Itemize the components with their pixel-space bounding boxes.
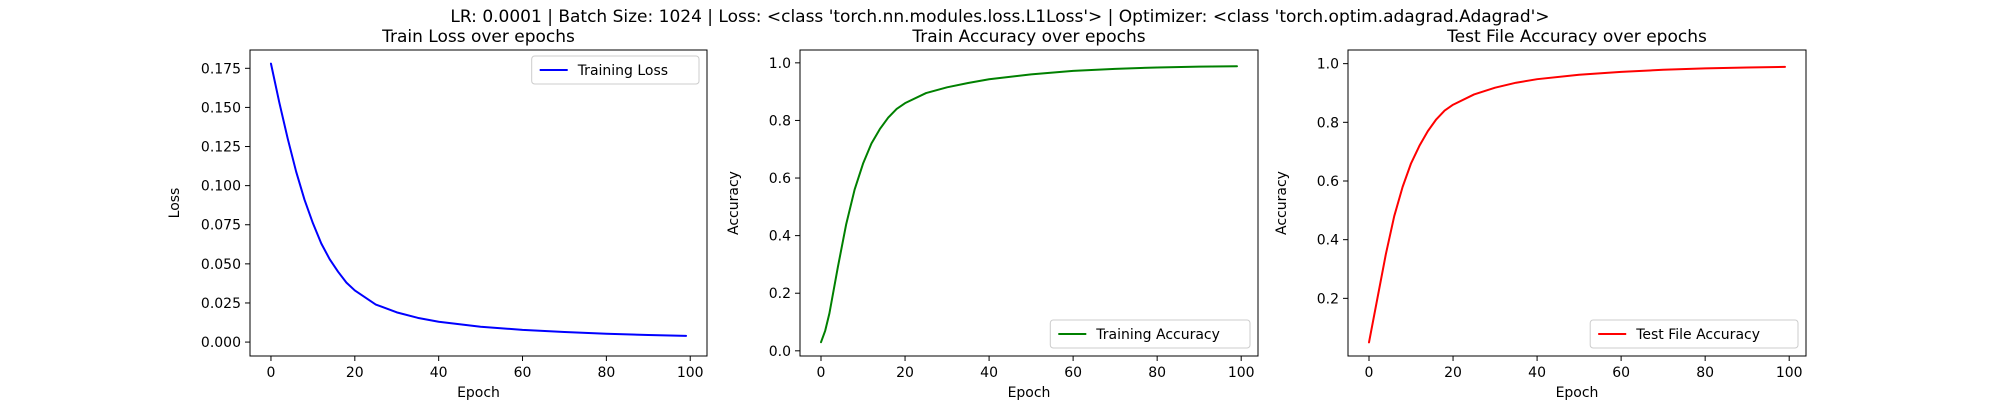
legend-label: Training Loss bbox=[577, 63, 668, 79]
y-tick-label: 0.2 bbox=[769, 286, 791, 302]
axes-frame bbox=[1347, 49, 1807, 357]
y-tick-label: 0.8 bbox=[1317, 115, 1339, 131]
x-tick-label: 80 bbox=[1696, 365, 1714, 381]
legend: Training Accuracy bbox=[1049, 319, 1251, 349]
y-axis-label: Loss bbox=[167, 188, 183, 219]
y-tick-label: 1.0 bbox=[1317, 57, 1339, 73]
x-tick-label: 80 bbox=[597, 365, 615, 381]
subplot-title: Train Accuracy over epochs bbox=[911, 27, 1145, 47]
x-axis-label: Epoch bbox=[457, 385, 500, 400]
subplot-3: Test File Accuracy over epochs 0 20 40 60 80 1… bbox=[1274, 27, 1807, 400]
series-line-training-accuracy bbox=[820, 65, 1238, 344]
y-tick-label: 0.2 bbox=[1317, 291, 1339, 307]
legend-label: Training Accuracy bbox=[1095, 327, 1220, 343]
y-tick-label: 0.4 bbox=[1317, 233, 1339, 249]
axes-frame bbox=[799, 49, 1259, 357]
x-tick-label: 40 bbox=[430, 365, 448, 381]
x-axis-label: Epoch bbox=[1008, 385, 1051, 400]
y-tick-label: 0.6 bbox=[769, 171, 791, 187]
axes-frame bbox=[249, 49, 708, 357]
y-axis-label: Accuracy bbox=[726, 171, 742, 235]
subplot-title: Train Loss over epochs bbox=[381, 27, 575, 47]
x-tick-label: 40 bbox=[980, 365, 998, 381]
series-line-training-loss bbox=[269, 62, 688, 337]
y-axis-label: Accuracy bbox=[1274, 171, 1290, 235]
x-tick-label: 20 bbox=[346, 365, 364, 381]
x-tick-label: 100 bbox=[1228, 365, 1255, 381]
y-tick-label: 0.175 bbox=[201, 61, 241, 77]
subplot-1: Train Loss over epochs 0 20 40 60 80 100 0.000 0… bbox=[167, 27, 708, 400]
series-line-test-file-accuracy bbox=[1368, 65, 1786, 344]
x-tick-label: 20 bbox=[896, 365, 914, 381]
y-tick-label: 0.000 bbox=[201, 335, 241, 351]
y-tick-label: 0.0 bbox=[769, 344, 791, 360]
x-tick-label: 60 bbox=[514, 365, 532, 381]
y-tick-label: 0.6 bbox=[1317, 174, 1339, 190]
legend: Test File Accuracy bbox=[1589, 319, 1799, 349]
legend-box bbox=[531, 55, 700, 85]
y-tick-label: 0.100 bbox=[201, 179, 241, 195]
legend-label: Test File Accuracy bbox=[1635, 327, 1760, 343]
x-tick-label: 20 bbox=[1444, 365, 1462, 381]
legend-box bbox=[1589, 319, 1799, 349]
x-tick-label: 40 bbox=[1528, 365, 1546, 381]
y-tick-label: 0.8 bbox=[769, 113, 791, 129]
x-tick-label: 0 bbox=[817, 365, 826, 381]
x-tick-label: 100 bbox=[677, 365, 704, 381]
y-tick-label: 0.075 bbox=[201, 218, 241, 234]
y-tick-label: 0.025 bbox=[201, 296, 241, 312]
x-tick-label: 60 bbox=[1064, 365, 1082, 381]
legend-box bbox=[1049, 319, 1251, 349]
x-tick-label: 60 bbox=[1612, 365, 1630, 381]
legend: Training Loss bbox=[531, 55, 700, 85]
y-tick-label: 0.125 bbox=[201, 140, 241, 156]
x-tick-label: 100 bbox=[1776, 365, 1803, 381]
y-tick-label: 1.0 bbox=[769, 56, 791, 72]
x-tick-label: 80 bbox=[1148, 365, 1166, 381]
subplot-title: Test File Accuracy over epochs bbox=[1446, 27, 1707, 47]
y-tick-label: 0.4 bbox=[769, 229, 791, 245]
y-tick-label: 0.050 bbox=[201, 257, 241, 273]
figure-suptitle: LR: 0.0001 | Batch Size: 1024 | Loss: <c… bbox=[450, 7, 1549, 27]
subplot-2: Train Accuracy over epochs 0 20 40 60 80 100 0.… bbox=[726, 27, 1259, 400]
y-tick-label: 0.150 bbox=[201, 100, 241, 116]
x-axis-label: Epoch bbox=[1556, 385, 1599, 400]
x-tick-label: 0 bbox=[267, 365, 276, 381]
x-tick-label: 0 bbox=[1365, 365, 1374, 381]
